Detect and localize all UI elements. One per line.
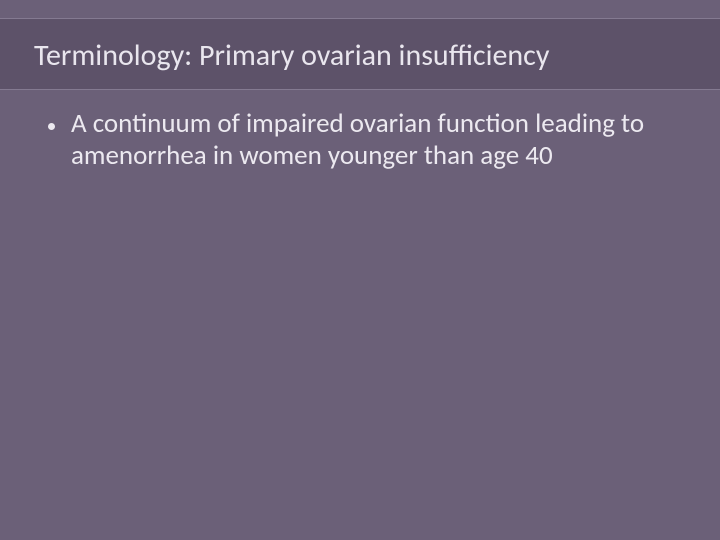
slide: Terminology: Primary ovarian insufficien… [0,0,720,540]
slide-title: Terminology: Primary ovarian insufficien… [34,37,720,74]
bullet-item: A continuum of impaired ovarian function… [48,108,672,172]
bullet-icon [48,123,55,130]
title-band: Terminology: Primary ovarian insufficien… [0,18,720,90]
bullet-text: A continuum of impaired ovarian function… [71,108,672,172]
slide-body: A continuum of impaired ovarian function… [48,108,672,172]
